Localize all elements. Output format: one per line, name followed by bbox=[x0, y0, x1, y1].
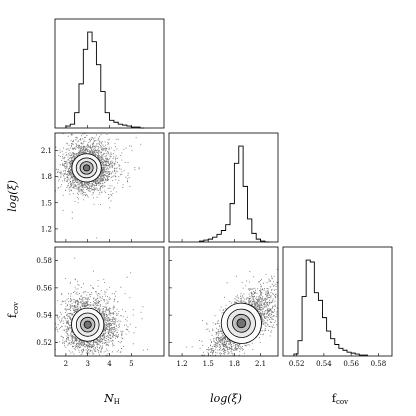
histogram-fcov-xtick-label: 0.56 bbox=[343, 360, 359, 368]
scatter-nh-fcov-ytick-label: 0.54 bbox=[36, 312, 52, 320]
x-axis-label-logxi: log(ξ) bbox=[210, 392, 242, 405]
scatter-nh-fcov-xtick-label: 2 bbox=[64, 360, 68, 368]
histogram-fcov-xtick-label: 0.58 bbox=[371, 360, 387, 368]
scatter-xi-fcov-frame bbox=[168, 246, 279, 357]
scatter-nh-xi-contour-4 bbox=[82, 164, 91, 172]
scatter-xi-fcov-scatter-cloud bbox=[185, 268, 278, 356]
scatter-nh-vs-logxi-panel: 1.2 1.5 1.8 2.1 bbox=[41, 132, 165, 243]
scatter-nh-xi-ytick-label: 1.5 bbox=[41, 199, 52, 207]
histogram-xi-step-line bbox=[199, 145, 270, 243]
scatter-nh-fcov-ytick-label: 0.56 bbox=[36, 284, 52, 292]
histogram-nh-step-line bbox=[65, 31, 145, 129]
scatter-xi-fcov-xtick-label: 1.2 bbox=[177, 360, 188, 368]
histogram-nh-frame bbox=[54, 18, 165, 129]
histogram-fcov-panel: 0.52 0.54 0.56 0.58 bbox=[282, 246, 393, 368]
histogram-fcov-step-line bbox=[293, 259, 368, 356]
scatter-nh-xi-frame bbox=[54, 132, 165, 243]
scatter-nh-fcov-xtick-label: 5 bbox=[129, 360, 133, 368]
scatter-nh-fcov-contour-4 bbox=[83, 320, 92, 329]
histogram-fcov-xtick-label: 0.52 bbox=[289, 360, 305, 368]
scatter-nh-xi-ytick-label: 1.2 bbox=[41, 225, 52, 233]
scatter-nh-xi-points bbox=[55, 133, 142, 239]
scatter-xi-fcov-xtick-label: 1.8 bbox=[229, 360, 240, 368]
x-axis-label-nh: NH bbox=[103, 392, 120, 406]
histogram-xi-frame bbox=[168, 132, 279, 243]
y-axis-label-logxi: log(ξ) bbox=[6, 180, 19, 212]
scatter-nh-fcov-xtick-label: 3 bbox=[85, 360, 89, 368]
y-axis-label-fcov: fcov bbox=[6, 302, 20, 318]
scatter-nh-fcov-xtick-label: 4 bbox=[107, 360, 112, 368]
histogram-nh-panel bbox=[54, 18, 165, 129]
scatter-nh-fcov-points bbox=[55, 257, 148, 356]
x-axis-label-fcov: fcov bbox=[332, 392, 348, 406]
scatter-nh-fcov-ytick-label: 0.52 bbox=[36, 339, 52, 347]
histogram-fcov-frame bbox=[282, 246, 393, 357]
histogram-fcov-xtick-label: 0.54 bbox=[316, 360, 332, 368]
scatter-xi-fcov-xtick-label: 1.5 bbox=[203, 360, 214, 368]
scatter-nh-xi-ytick-label: 2.1 bbox=[41, 147, 52, 155]
scatter-xi-fcov-contour-4 bbox=[236, 318, 247, 329]
scatter-nh-vs-fcov-panel: 2 3 4 5 0.52 0.54 0.56 0.58 bbox=[36, 246, 165, 368]
histogram-logxi-panel bbox=[168, 132, 279, 243]
scatter-xi-fcov-xtick-label: 2.1 bbox=[255, 360, 266, 368]
scatter-xi-fcov-points bbox=[185, 268, 278, 356]
scatter-logxi-vs-fcov-panel: 1.2 1.5 1.8 2.1 bbox=[168, 246, 279, 368]
scatter-nh-fcov-ytick-label: 0.58 bbox=[36, 257, 52, 265]
scatter-nh-xi-ytick-label: 1.8 bbox=[41, 173, 52, 181]
